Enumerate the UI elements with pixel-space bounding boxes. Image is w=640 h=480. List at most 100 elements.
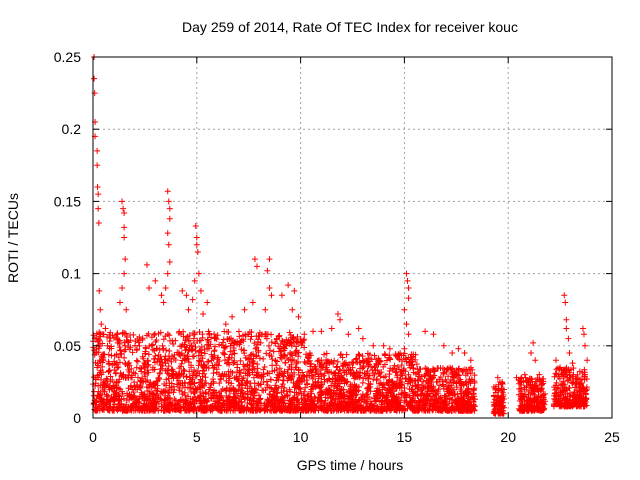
data-point <box>279 338 286 345</box>
data-point <box>340 362 347 369</box>
data-point <box>290 334 297 341</box>
data-point <box>200 396 207 403</box>
data-point <box>95 349 102 356</box>
data-point <box>251 366 258 373</box>
data-point <box>183 344 190 351</box>
data-point <box>146 343 153 350</box>
data-point <box>440 342 447 349</box>
data-point <box>149 346 156 353</box>
data-point <box>196 328 203 335</box>
data-point <box>194 337 201 344</box>
data-point <box>256 355 263 362</box>
data-point <box>110 335 117 342</box>
data-point <box>247 352 254 359</box>
data-point <box>101 388 108 395</box>
data-point <box>115 396 122 403</box>
data-point <box>222 321 229 328</box>
data-point <box>211 352 218 359</box>
data-point <box>293 405 300 412</box>
data-point <box>98 376 105 383</box>
data-point <box>296 377 303 384</box>
data-point <box>198 362 205 369</box>
x-tick-label: 20 <box>500 429 516 445</box>
data-point <box>380 363 387 370</box>
data-point <box>139 391 146 398</box>
data-point <box>143 261 150 268</box>
data-point <box>306 350 313 357</box>
data-point <box>271 407 278 414</box>
x-tick-label: 5 <box>193 429 201 445</box>
data-point <box>212 343 219 350</box>
data-point <box>101 400 108 407</box>
data-point <box>266 256 273 263</box>
data-point <box>172 397 179 404</box>
data-point <box>114 330 121 337</box>
data-point <box>295 353 302 360</box>
data-point <box>175 370 182 377</box>
data-point <box>146 285 153 292</box>
data-point <box>277 354 284 361</box>
data-point <box>197 376 204 383</box>
data-point <box>355 383 362 390</box>
data-point <box>336 366 343 373</box>
data-point <box>129 349 136 356</box>
data-point <box>196 349 203 356</box>
data-point <box>128 365 135 372</box>
data-point <box>234 392 241 399</box>
data-point <box>144 357 151 364</box>
data-point <box>349 359 356 366</box>
data-point <box>160 336 167 343</box>
data-point <box>153 337 160 344</box>
data-point <box>130 389 137 396</box>
data-point <box>200 390 207 397</box>
data-point <box>113 331 120 338</box>
data-point <box>173 406 180 413</box>
data-point <box>90 332 97 339</box>
data-point <box>228 354 235 361</box>
data-point <box>205 338 212 345</box>
data-point <box>233 388 240 395</box>
data-point <box>136 342 143 349</box>
y-tick-label: 0.2 <box>62 121 82 137</box>
data-point <box>219 349 226 356</box>
data-point <box>210 378 217 385</box>
data-point <box>98 321 105 328</box>
data-point <box>113 384 120 391</box>
data-point <box>240 366 247 373</box>
data-point <box>403 270 410 277</box>
data-point <box>193 407 200 414</box>
data-point <box>364 357 371 364</box>
data-point <box>247 336 254 343</box>
data-point <box>383 357 390 364</box>
data-point <box>168 358 175 365</box>
data-point <box>178 350 185 357</box>
data-point <box>160 345 167 352</box>
data-point <box>370 370 377 377</box>
data-point <box>155 351 162 358</box>
data-point <box>293 343 300 350</box>
data-point <box>108 385 115 392</box>
data-point <box>246 383 253 390</box>
data-point <box>288 342 295 349</box>
data-point <box>191 329 198 336</box>
data-point <box>365 394 372 401</box>
data-point <box>220 373 227 380</box>
data-point <box>249 389 256 396</box>
data-point <box>98 395 105 402</box>
data-point <box>580 331 587 338</box>
data-point <box>149 366 156 373</box>
chart-title: Day 259 of 2014, Rate Of TEC Index for r… <box>182 19 518 35</box>
data-point <box>353 382 360 389</box>
data-point <box>97 333 104 340</box>
data-point <box>268 385 275 392</box>
data-point <box>103 375 110 382</box>
data-point <box>251 392 258 399</box>
data-point <box>178 397 185 404</box>
data-point <box>104 406 111 413</box>
data-point <box>167 337 174 344</box>
data-point <box>242 354 249 361</box>
data-point <box>203 364 210 371</box>
data-point <box>257 381 264 388</box>
data-point <box>350 360 357 367</box>
data-point <box>92 407 99 414</box>
